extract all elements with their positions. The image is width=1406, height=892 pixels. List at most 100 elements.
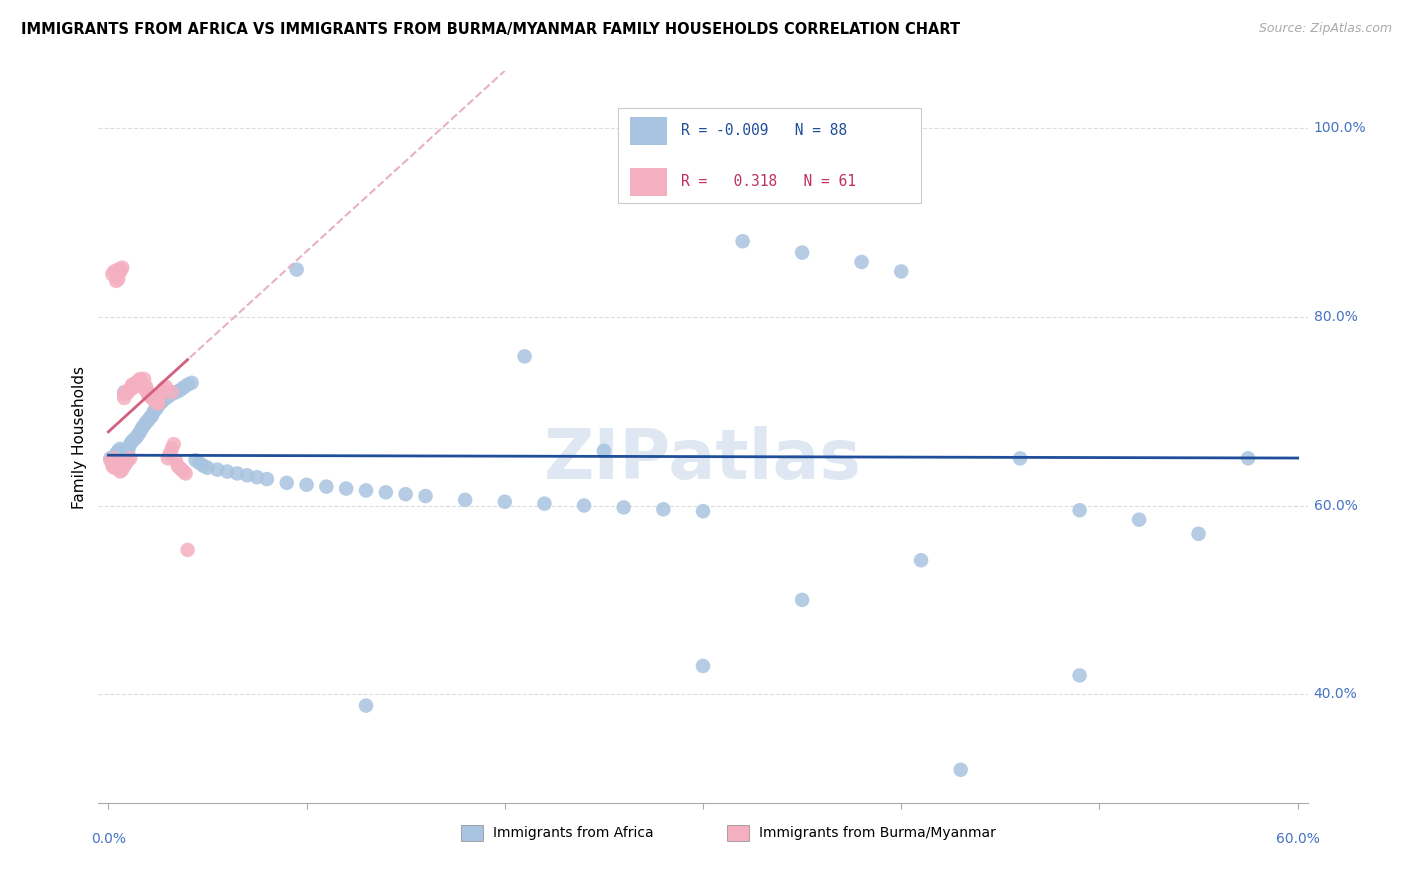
Point bbox=[101, 453, 124, 467]
Point bbox=[129, 425, 152, 439]
Point bbox=[101, 458, 124, 473]
Point bbox=[145, 394, 167, 409]
Point bbox=[165, 385, 187, 400]
Point bbox=[105, 453, 128, 467]
Point bbox=[276, 475, 298, 490]
Point bbox=[146, 394, 169, 409]
Point bbox=[110, 264, 132, 278]
Point bbox=[910, 553, 932, 567]
Point bbox=[176, 542, 198, 557]
Point bbox=[166, 458, 188, 473]
FancyBboxPatch shape bbox=[619, 108, 921, 203]
Point bbox=[184, 453, 207, 467]
Point bbox=[226, 467, 249, 481]
Point bbox=[354, 483, 377, 498]
Text: Immigrants from Africa: Immigrants from Africa bbox=[492, 826, 654, 839]
Point bbox=[110, 442, 132, 456]
Point bbox=[121, 379, 143, 393]
Point bbox=[98, 451, 121, 466]
Point bbox=[949, 763, 972, 777]
Point bbox=[103, 456, 125, 470]
Point bbox=[122, 433, 145, 447]
Point bbox=[652, 502, 675, 516]
Point bbox=[127, 374, 149, 388]
Point bbox=[120, 451, 142, 466]
Point bbox=[115, 385, 138, 400]
Point bbox=[156, 451, 179, 466]
Point bbox=[115, 453, 138, 467]
Bar bbox=[630, 168, 666, 195]
Point bbox=[285, 262, 308, 277]
Point bbox=[197, 460, 219, 475]
Point bbox=[141, 409, 163, 423]
Point bbox=[165, 453, 187, 467]
Point bbox=[256, 472, 278, 486]
Point bbox=[593, 443, 616, 458]
Point bbox=[136, 387, 159, 401]
Point bbox=[111, 456, 134, 470]
Point bbox=[1010, 451, 1032, 466]
Point bbox=[135, 379, 157, 393]
Point bbox=[1069, 503, 1091, 517]
Point bbox=[141, 391, 163, 405]
Point bbox=[117, 443, 139, 458]
Point bbox=[125, 431, 148, 445]
Point bbox=[103, 450, 125, 464]
Point bbox=[132, 372, 155, 386]
Point bbox=[790, 593, 813, 607]
Point bbox=[111, 447, 134, 461]
Text: R = -0.009   N = 88: R = -0.009 N = 88 bbox=[682, 123, 848, 138]
Point bbox=[122, 379, 145, 393]
Point bbox=[494, 494, 516, 508]
Point bbox=[150, 385, 173, 400]
Text: Immigrants from Burma/Myanmar: Immigrants from Burma/Myanmar bbox=[759, 826, 995, 839]
Point bbox=[120, 437, 142, 451]
Point bbox=[136, 387, 159, 401]
Point bbox=[315, 480, 337, 494]
Point bbox=[107, 443, 129, 458]
Point bbox=[335, 482, 357, 496]
Text: R =   0.318   N = 61: R = 0.318 N = 61 bbox=[682, 174, 856, 189]
Point bbox=[533, 497, 555, 511]
Point bbox=[131, 421, 153, 435]
Point bbox=[112, 458, 135, 473]
Text: 0.0%: 0.0% bbox=[91, 832, 125, 846]
Point bbox=[513, 350, 536, 364]
Point bbox=[170, 463, 193, 477]
Point bbox=[731, 234, 754, 248]
Point bbox=[112, 391, 135, 405]
Point bbox=[110, 465, 132, 479]
Text: Source: ZipAtlas.com: Source: ZipAtlas.com bbox=[1258, 22, 1392, 36]
Point bbox=[180, 376, 202, 390]
Point bbox=[692, 659, 714, 673]
Point bbox=[105, 274, 128, 288]
Point bbox=[111, 463, 134, 477]
Point bbox=[139, 389, 162, 403]
Point bbox=[131, 377, 153, 392]
Point bbox=[173, 465, 195, 479]
Point bbox=[169, 384, 191, 398]
Point bbox=[103, 451, 125, 466]
Text: 80.0%: 80.0% bbox=[1313, 310, 1358, 324]
Point bbox=[127, 427, 149, 442]
Point bbox=[105, 447, 128, 461]
Point bbox=[101, 267, 124, 281]
Point bbox=[454, 492, 477, 507]
Point bbox=[111, 453, 134, 467]
Point bbox=[1128, 513, 1150, 527]
Point bbox=[146, 400, 169, 414]
Point bbox=[1237, 451, 1260, 466]
Text: ZIPatlas: ZIPatlas bbox=[544, 425, 862, 492]
Point bbox=[692, 504, 714, 518]
Point bbox=[121, 434, 143, 449]
Point bbox=[142, 404, 165, 418]
Point bbox=[160, 385, 183, 400]
Point bbox=[107, 266, 129, 280]
Point bbox=[1069, 668, 1091, 682]
Point bbox=[295, 477, 318, 491]
Text: 40.0%: 40.0% bbox=[1313, 687, 1357, 701]
Point bbox=[851, 255, 873, 269]
Point bbox=[145, 402, 167, 417]
Point bbox=[132, 382, 155, 396]
Point bbox=[112, 385, 135, 400]
